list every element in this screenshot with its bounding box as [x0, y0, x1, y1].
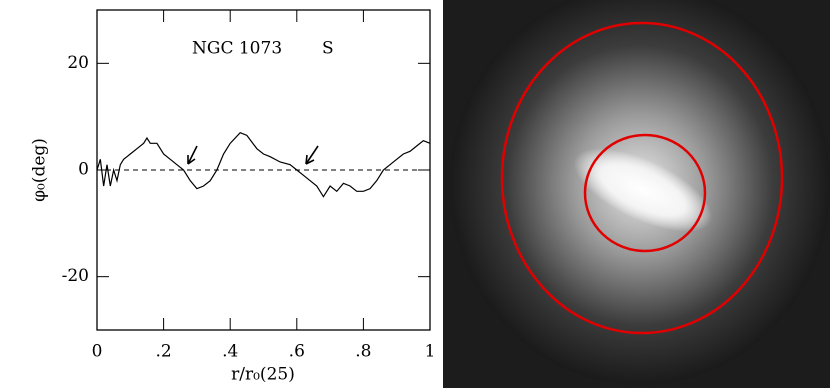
y-tick-label: 20 [67, 53, 89, 73]
x-tick-label: .8 [355, 342, 371, 362]
y-tick-label: -20 [62, 266, 89, 286]
x-tick-label: .6 [289, 342, 305, 362]
arrow [305, 145, 319, 165]
annotation: NGC 1073 [192, 39, 282, 59]
x-axis-label: r/r₀(25) [231, 365, 295, 385]
galaxy-image [443, 0, 830, 388]
x-tick-label: .2 [155, 342, 171, 362]
x-tick-label: 1 [425, 342, 436, 362]
arrow [187, 145, 198, 165]
y-axis-label: φ₀(deg) [30, 138, 50, 202]
x-tick-label: .4 [222, 342, 238, 362]
x-tick-label: 0 [92, 342, 103, 362]
y-tick-label: 0 [78, 160, 89, 180]
data-line [96, 131, 431, 198]
annotation: S [322, 39, 334, 59]
